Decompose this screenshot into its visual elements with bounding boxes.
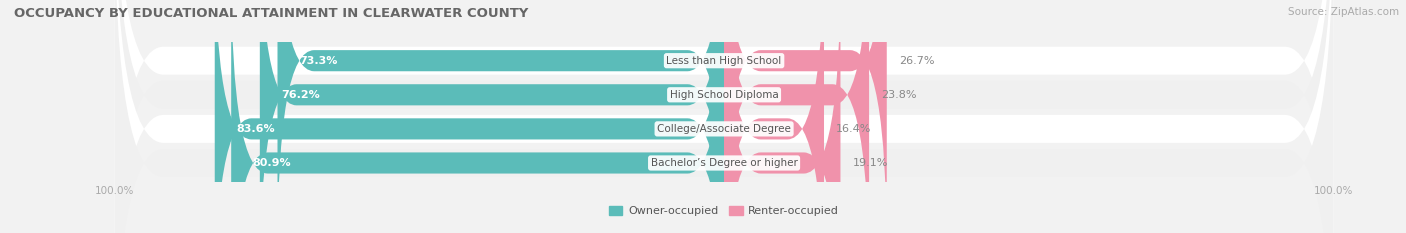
FancyBboxPatch shape — [115, 0, 1333, 233]
Text: Source: ZipAtlas.com: Source: ZipAtlas.com — [1288, 7, 1399, 17]
FancyBboxPatch shape — [115, 0, 1333, 233]
FancyBboxPatch shape — [724, 0, 824, 233]
FancyBboxPatch shape — [115, 0, 1333, 233]
FancyBboxPatch shape — [277, 0, 724, 233]
Legend: Owner-occupied, Renter-occupied: Owner-occupied, Renter-occupied — [605, 202, 844, 221]
FancyBboxPatch shape — [724, 0, 887, 233]
Text: Bachelor’s Degree or higher: Bachelor’s Degree or higher — [651, 158, 797, 168]
FancyBboxPatch shape — [724, 0, 869, 233]
Text: 80.9%: 80.9% — [253, 158, 291, 168]
FancyBboxPatch shape — [260, 0, 724, 233]
Text: 23.8%: 23.8% — [882, 90, 917, 100]
Text: OCCUPANCY BY EDUCATIONAL ATTAINMENT IN CLEARWATER COUNTY: OCCUPANCY BY EDUCATIONAL ATTAINMENT IN C… — [14, 7, 529, 20]
Text: 73.3%: 73.3% — [299, 56, 337, 66]
FancyBboxPatch shape — [231, 0, 724, 233]
Text: High School Diploma: High School Diploma — [669, 90, 779, 100]
Text: 26.7%: 26.7% — [898, 56, 935, 66]
Text: College/Associate Degree: College/Associate Degree — [657, 124, 792, 134]
Text: 19.1%: 19.1% — [852, 158, 889, 168]
Text: 16.4%: 16.4% — [837, 124, 872, 134]
FancyBboxPatch shape — [724, 0, 841, 233]
FancyBboxPatch shape — [215, 0, 724, 233]
Text: 76.2%: 76.2% — [281, 90, 321, 100]
Text: Less than High School: Less than High School — [666, 56, 782, 66]
FancyBboxPatch shape — [115, 0, 1333, 233]
Text: 83.6%: 83.6% — [236, 124, 274, 134]
